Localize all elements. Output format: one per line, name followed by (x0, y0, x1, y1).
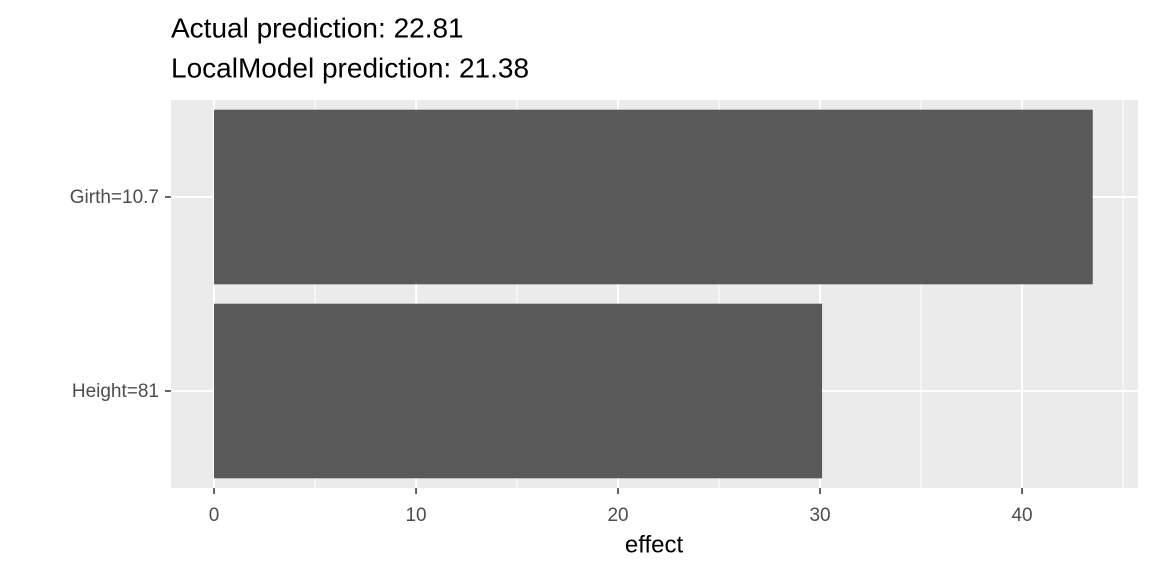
chart-title: Actual prediction: 22.81 (171, 12, 464, 43)
x-tick-label: 40 (1011, 505, 1032, 526)
x-tick-label: 30 (809, 505, 830, 526)
bar (214, 109, 1093, 285)
x-tick-label: 0 (209, 505, 220, 526)
x-tick-label: 20 (607, 505, 628, 526)
bar (214, 303, 823, 479)
y-tick-label: Height=81 (72, 381, 159, 402)
y-tick-label: Girth=10.7 (70, 187, 159, 208)
x-axis-title: effect (625, 531, 684, 558)
chart-subtitle: LocalModel prediction: 21.38 (171, 52, 529, 83)
x-tick-label: 10 (405, 505, 426, 526)
